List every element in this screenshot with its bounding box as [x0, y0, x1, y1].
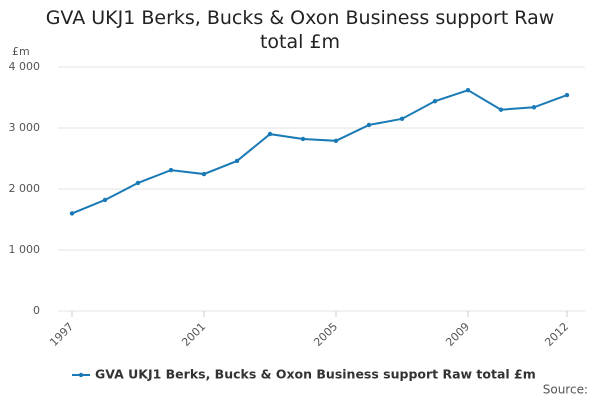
- point: [267, 131, 273, 137]
- x-tick-label: 2012: [542, 320, 571, 349]
- point: [69, 211, 75, 216]
- point: [201, 171, 207, 177]
- y-tick-label: 1 000: [9, 243, 41, 256]
- x-tick-label: 1997: [47, 320, 76, 349]
- point: [498, 107, 504, 112]
- point: [564, 92, 570, 98]
- x-tick-label: 2001: [179, 320, 208, 349]
- point: [465, 87, 471, 93]
- point: [432, 98, 438, 104]
- chart-title: GVA UKJ1 Berks, Bucks & Oxon Business su…: [45, 7, 555, 53]
- point: [531, 105, 537, 110]
- legend-marker: [78, 372, 84, 378]
- point: [366, 122, 372, 128]
- y-tick-label: 4 000: [9, 60, 41, 73]
- source: Source:: [543, 383, 588, 397]
- y-axis-label: £m: [12, 45, 30, 58]
- x-tick-label: 2005: [311, 320, 340, 349]
- point: [234, 158, 240, 164]
- series-line: [71, 89, 568, 215]
- point: [135, 180, 141, 186]
- y-tick-label: 2 000: [9, 182, 41, 195]
- y-tick-label: 0: [33, 304, 40, 317]
- point: [399, 116, 405, 122]
- point: [102, 197, 108, 203]
- point: [333, 138, 339, 144]
- point: [168, 167, 174, 173]
- y-tick-label: 3 000: [9, 121, 41, 134]
- x-tick-label: 2009: [443, 320, 472, 349]
- legend-label: GVA UKJ1 Berks, Bucks & Oxon Business su…: [95, 367, 536, 382]
- point: [300, 136, 306, 142]
